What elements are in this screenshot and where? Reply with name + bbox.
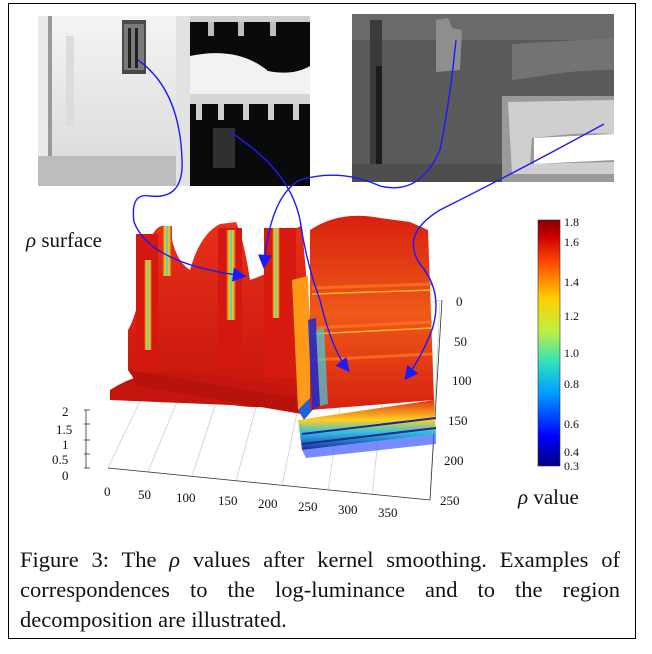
log-luminance-image xyxy=(38,16,310,186)
z-tick-label: 1 xyxy=(62,437,69,452)
figure-frame xyxy=(8,3,636,639)
x-tick-label: 50 xyxy=(138,487,151,502)
z-tick-label: 1.5 xyxy=(56,422,72,437)
y-tick-label: 50 xyxy=(454,334,467,349)
arrow-region-to-surface xyxy=(257,39,457,269)
x-tick-label: 150 xyxy=(218,493,238,508)
colorbar-tick-label: 1.2 xyxy=(564,309,579,323)
surface-label-text: surface xyxy=(36,228,102,252)
colorbar-tick-label: 1.0 xyxy=(564,346,579,360)
colorbar-tick-label: 0.8 xyxy=(564,377,579,391)
figure-caption: Figure 3: The ρ values after kernel smoo… xyxy=(20,545,620,635)
caption-rho: ρ xyxy=(169,547,181,572)
arrow-luminance-to-cliff xyxy=(229,131,350,373)
x-tick-label: 350 xyxy=(378,505,398,520)
x-tick-label: 250 xyxy=(298,499,318,514)
surface-label: ρ surface xyxy=(26,228,102,253)
caption-rest: values after kernel smoothing. Examples … xyxy=(20,547,620,632)
colorbar: 1.8 1.6 1.4 1.2 1.0 0.8 0.6 0.4 0.3 xyxy=(537,215,579,470)
z-tick-label: 0 xyxy=(62,468,69,483)
colorbar-tick-label: 0.3 xyxy=(564,459,579,470)
x-tick-label: 200 xyxy=(258,496,278,511)
y-tick-label: 150 xyxy=(448,413,468,428)
value-label-text: value xyxy=(528,485,579,509)
z-tick-label: 0.5 xyxy=(52,452,68,467)
value-label: ρ value xyxy=(518,485,579,510)
y-tick-label: 100 xyxy=(452,373,472,388)
region-decomposition-image xyxy=(352,14,614,182)
caption-prefix: Figure 3: The xyxy=(20,547,170,572)
y-tick-label: 250 xyxy=(440,493,460,508)
x-tick-label: 0 xyxy=(104,484,111,499)
y-tick-label: 0 xyxy=(456,294,463,309)
z-tick-label: 2 xyxy=(62,404,69,419)
colorbar-tick-label: 1.8 xyxy=(564,215,579,229)
x-tick-label: 100 xyxy=(176,490,196,505)
colorbar-gradient xyxy=(537,219,561,467)
correspondence-arrows xyxy=(132,39,605,381)
colorbar-tick-label: 0.6 xyxy=(564,417,579,431)
rho-symbol: ρ xyxy=(26,228,37,252)
colorbar-tick-label: 1.4 xyxy=(564,275,579,289)
rho-surface-plot: 2 1.5 1 0.5 0 0 50 100 150 200 250 300 3… xyxy=(52,215,472,520)
colorbar-tick-label: 1.6 xyxy=(564,235,579,249)
y-tick-label: 200 xyxy=(444,453,464,468)
arrow-region-to-right xyxy=(404,123,605,381)
rho-symbol: ρ xyxy=(518,485,529,509)
x-tick-label: 300 xyxy=(338,502,358,517)
arrow-luminance-to-surface xyxy=(132,59,247,282)
colorbar-tick-label: 0.4 xyxy=(564,445,579,459)
